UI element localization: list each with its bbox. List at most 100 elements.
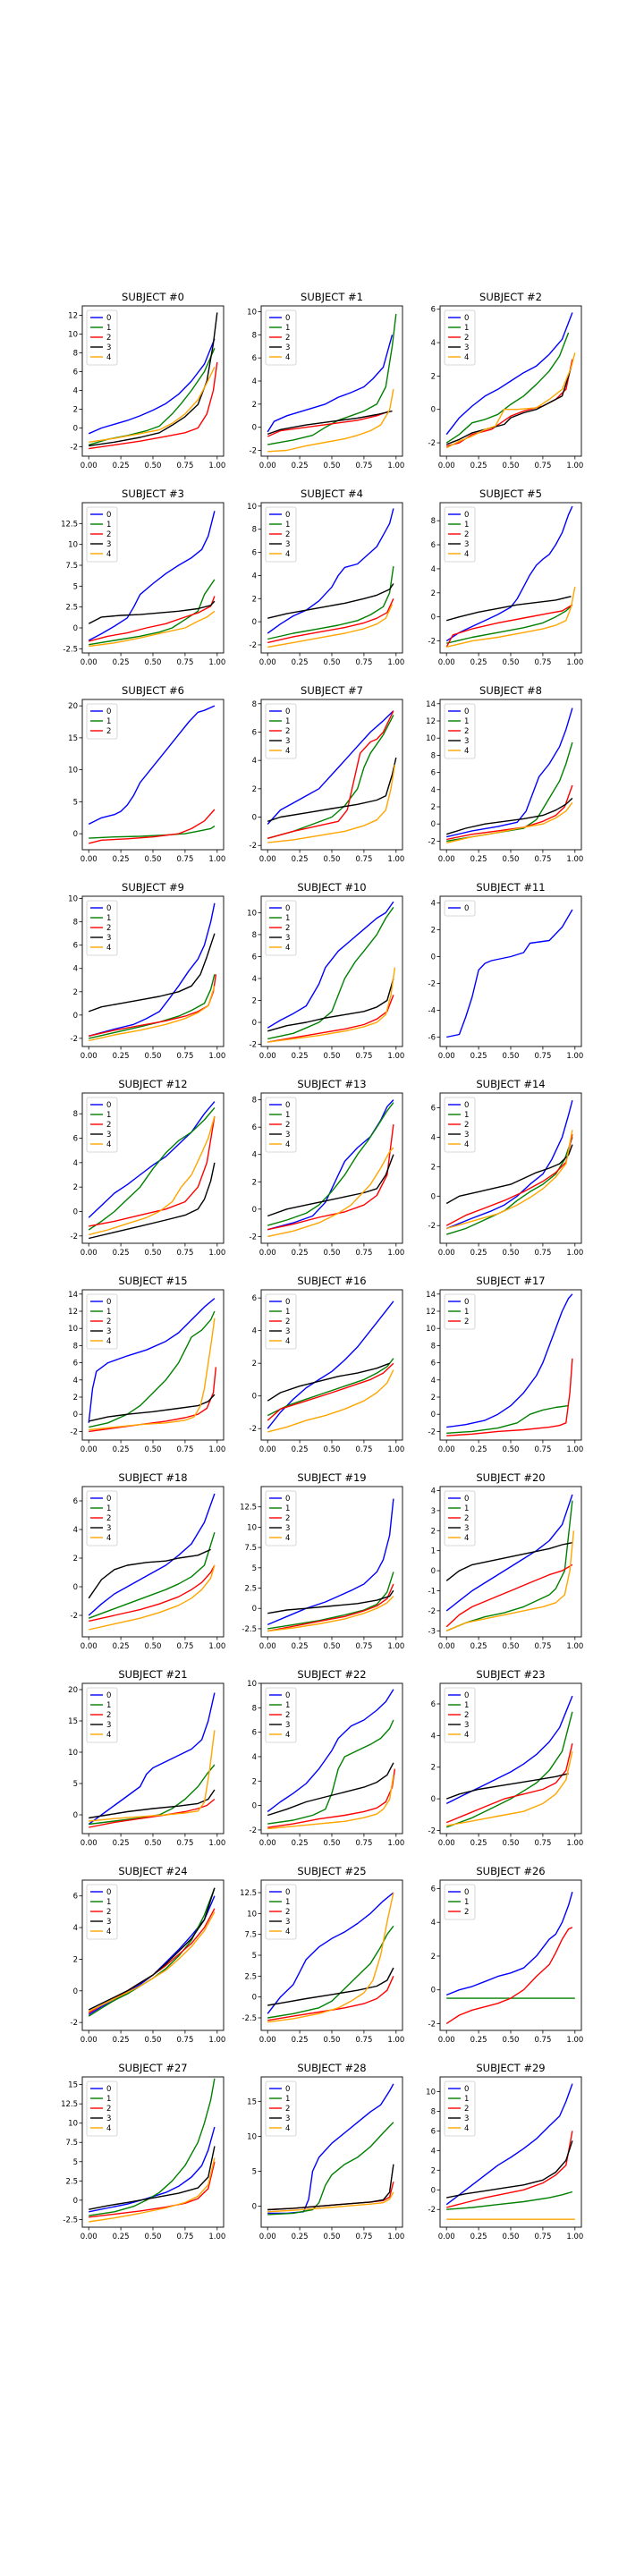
series-line-1 (446, 2190, 573, 2210)
legend-label: 2 (464, 1908, 469, 1917)
subplot-19: SUBJECT #19 0.00 0.25 0.50 0.75 1.00 -2.5 0 2.5 5… (240, 1471, 404, 1651)
y-tick-label: 0 (73, 1583, 78, 1592)
series-line-1 (88, 1106, 216, 1231)
subplot-22: SUBJECT #220.00 0.25 0.50 0.75 1.00-20246810… (247, 1668, 404, 1848)
y-tick-label: 15 (68, 734, 78, 743)
x-tick-label: 0.75 (355, 1839, 372, 1848)
x-tick-label: 1.00 (208, 1249, 225, 1258)
y-tick-label: 7.5 (65, 562, 78, 571)
legend-label: 4 (106, 550, 111, 559)
series-line-3 (446, 2140, 573, 2199)
series-line-4 (89, 1115, 216, 1236)
y-tick-label: 0 (252, 618, 257, 627)
y-tick-label: 2.5 (244, 1972, 257, 1981)
x-tick-label: 1.00 (387, 1249, 404, 1258)
series-line-3 (267, 1362, 390, 1402)
x-tick-label: 1.00 (387, 1445, 404, 1454)
x-tick-label: 0.75 (176, 2036, 193, 2045)
y-tick-label: 0 (431, 1411, 436, 1419)
series-line-0 (445, 2083, 573, 2206)
series-line-1 (89, 1310, 216, 1428)
y-tick-label: 4 (252, 377, 257, 386)
subplot-title: SUBJECT #12 (118, 1078, 187, 1090)
y-tick-label: 6 (252, 549, 257, 558)
legend-label: 2 (285, 334, 290, 343)
y-tick-label: 6 (431, 541, 436, 550)
x-tick-label: 0.75 (176, 855, 193, 864)
subplot-title: SUBJECT #19 (297, 1471, 366, 1484)
series-line-4 (446, 586, 576, 648)
series-line-4 (267, 388, 394, 453)
y-tick-label: 2 (431, 1764, 436, 1773)
legend-label: 0 (464, 511, 469, 520)
series-line-2 (267, 1583, 394, 1632)
x-tick-label: 0.25 (113, 658, 130, 667)
series-line-0 (267, 710, 394, 825)
x-tick-label: 0.00 (80, 2036, 97, 2045)
x-tick-label: 0.50 (503, 2036, 520, 2045)
legend-label: 2 (285, 1121, 290, 1130)
y-tick-label: 4 (431, 1133, 436, 1142)
axes-frame (260, 1486, 403, 1638)
y-tick-label: 4 (431, 1377, 436, 1385)
series-line-2 (446, 1358, 573, 1436)
subplot-25: SUBJECT #25 0.00 0.25 0.50 0.75 1.00 -2.5 0 2.5 5… (240, 1865, 404, 2045)
x-tick-label: 0.00 (80, 855, 97, 864)
subplot-title: SUBJECT #7 (301, 684, 363, 697)
series-line-1 (445, 1711, 573, 1828)
legend-label: 1 (285, 1504, 290, 1513)
y-tick-label: 10 (247, 909, 257, 918)
y-tick-label: 2 (252, 1178, 257, 1187)
x-tick-label: 0.25 (470, 1445, 487, 1454)
legend-label: 2 (464, 530, 469, 539)
legend-label: 2 (106, 1514, 111, 1523)
legend-label: 0 (464, 1298, 469, 1307)
series-line-0 (88, 705, 216, 826)
legend-label: 2 (464, 1711, 469, 1720)
x-tick-label: 1.00 (208, 1839, 225, 1848)
x-tick-label: 0.00 (80, 1839, 97, 1848)
legend-label: 4 (285, 1731, 290, 1740)
series-line-1 (267, 565, 394, 640)
legend-label: 2 (285, 530, 290, 539)
x-tick-label: 0.00 (80, 658, 97, 667)
legend-label: 2 (464, 1121, 469, 1130)
legend-label: 0 (285, 904, 290, 913)
legend-label: 0 (464, 314, 469, 323)
legend-label: 2 (106, 530, 111, 539)
y-tick-label: 5 (73, 798, 78, 807)
axes-frame (81, 1092, 225, 1244)
y-tick-label: 10 (68, 331, 78, 340)
subplot-title: SUBJECT #9 (122, 881, 184, 894)
y-tick-label: 0 (431, 1192, 436, 1201)
x-tick-label: 0.75 (176, 658, 193, 667)
x-tick-label: 1.00 (387, 855, 404, 864)
axes-frame (81, 699, 225, 851)
legend-label: 4 (106, 353, 111, 362)
series-line-3 (88, 600, 216, 624)
legend-label: 4 (285, 747, 290, 756)
legend-label: 0 (106, 1101, 111, 1110)
y-tick-label: 0 (431, 953, 436, 962)
legend-label: 2 (464, 1318, 469, 1326)
x-tick-label: 0.00 (438, 2036, 455, 2045)
legend-label: 1 (106, 1504, 111, 1513)
x-tick-label: 0.25 (470, 855, 487, 864)
y-tick-label: -2.5 (242, 1625, 257, 1634)
series-line-3 (445, 1773, 569, 1800)
x-tick-label: 0.75 (534, 2233, 551, 2241)
legend-label: 2 (464, 2105, 469, 2114)
legend-label: 3 (285, 1721, 290, 1730)
series-line-1 (89, 579, 216, 646)
y-tick-label: 15 (68, 2081, 78, 2090)
legend-label: 0 (285, 1298, 290, 1307)
subplot-27: SUBJECT #27 0.00 0.25 0.50 0.75 1.00 -2.5 0 2.5 5… (61, 2062, 225, 2241)
legend-label: 1 (285, 914, 290, 923)
subplot-29: SUBJECT #290.00 0.25 0.50 0.75 1.00-20246810… (426, 2062, 583, 2241)
series-line-2 (445, 1743, 573, 1824)
x-tick-label: 0.75 (176, 1052, 193, 1061)
